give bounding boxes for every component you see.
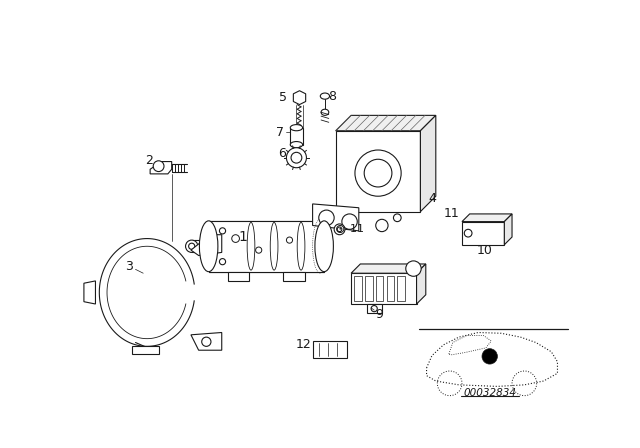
- Ellipse shape: [321, 109, 329, 115]
- Ellipse shape: [270, 222, 278, 270]
- Polygon shape: [504, 214, 512, 245]
- Circle shape: [153, 161, 164, 172]
- Circle shape: [291, 152, 302, 163]
- Circle shape: [376, 220, 388, 232]
- Text: 4: 4: [428, 192, 436, 205]
- Bar: [312, 341, 348, 358]
- Polygon shape: [351, 264, 426, 273]
- Circle shape: [464, 229, 472, 237]
- Text: 12: 12: [296, 338, 311, 351]
- Text: 11: 11: [444, 207, 459, 220]
- Ellipse shape: [200, 221, 218, 271]
- Text: 7: 7: [276, 126, 284, 139]
- Polygon shape: [462, 214, 512, 222]
- Ellipse shape: [315, 221, 333, 271]
- Text: 1: 1: [239, 230, 248, 244]
- Text: ⊙: ⊙: [335, 223, 346, 236]
- Polygon shape: [84, 281, 95, 304]
- Circle shape: [394, 214, 401, 222]
- Circle shape: [355, 150, 401, 196]
- Polygon shape: [312, 204, 359, 231]
- Text: 2: 2: [145, 154, 154, 167]
- Circle shape: [287, 148, 307, 168]
- Ellipse shape: [291, 125, 303, 131]
- Polygon shape: [191, 332, 221, 350]
- Circle shape: [220, 258, 225, 265]
- Polygon shape: [336, 116, 436, 131]
- Circle shape: [220, 228, 225, 234]
- Bar: [354, 276, 362, 301]
- Bar: [367, 304, 382, 313]
- Bar: [376, 276, 383, 301]
- Text: 10: 10: [477, 244, 493, 258]
- Ellipse shape: [320, 93, 330, 99]
- Bar: [462, 222, 504, 245]
- Circle shape: [482, 349, 497, 364]
- Polygon shape: [293, 90, 306, 104]
- Text: 6: 6: [278, 147, 285, 160]
- Polygon shape: [150, 162, 172, 174]
- Ellipse shape: [247, 222, 255, 270]
- Bar: [209, 221, 324, 271]
- Ellipse shape: [291, 142, 303, 148]
- Ellipse shape: [297, 222, 305, 270]
- Text: 5: 5: [278, 91, 287, 104]
- Text: -11: -11: [346, 224, 365, 234]
- Circle shape: [287, 237, 292, 243]
- Bar: [132, 346, 159, 354]
- Bar: [284, 271, 305, 281]
- Circle shape: [337, 227, 342, 232]
- Polygon shape: [420, 116, 436, 211]
- Ellipse shape: [186, 240, 198, 252]
- Circle shape: [232, 235, 239, 242]
- Text: 00032834: 00032834: [463, 388, 516, 397]
- Text: 3: 3: [125, 260, 133, 273]
- Bar: [387, 276, 394, 301]
- Polygon shape: [336, 131, 420, 211]
- Bar: [365, 276, 372, 301]
- Ellipse shape: [189, 243, 195, 250]
- Circle shape: [342, 214, 357, 229]
- Bar: [351, 273, 417, 304]
- Text: 9: 9: [375, 307, 383, 320]
- Polygon shape: [417, 264, 426, 304]
- Circle shape: [371, 306, 378, 312]
- Circle shape: [334, 224, 345, 235]
- Text: 8: 8: [328, 90, 336, 103]
- Polygon shape: [191, 235, 221, 255]
- Circle shape: [205, 238, 215, 248]
- Circle shape: [255, 247, 262, 253]
- Bar: [397, 276, 405, 301]
- Circle shape: [364, 159, 392, 187]
- Circle shape: [202, 337, 211, 346]
- Bar: [228, 271, 250, 281]
- Bar: [291, 128, 303, 145]
- Circle shape: [406, 261, 421, 276]
- Circle shape: [319, 210, 334, 225]
